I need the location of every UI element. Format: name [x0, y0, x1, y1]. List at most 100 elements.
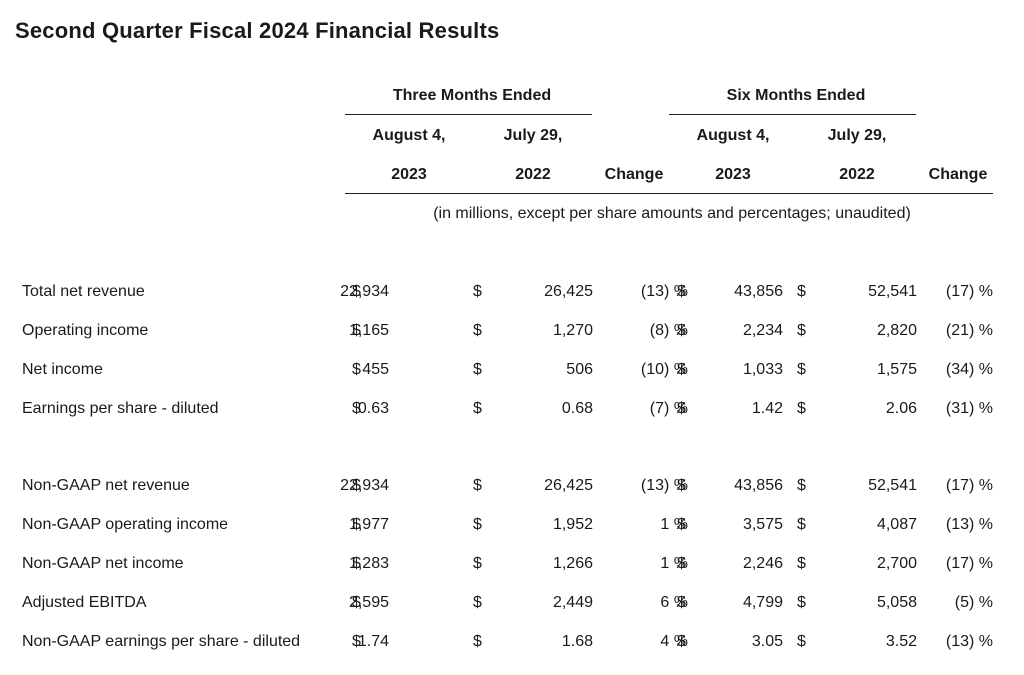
- cell-s-2022: 5,058: [876, 594, 917, 611]
- table-row: Adjusted EBITDA $ 2,595 $ 2,449 6 % $ 4,…: [0, 591, 1024, 615]
- table-row: Non-GAAP operating income $ 1,977 $ 1,95…: [0, 513, 1024, 537]
- table-row: Non-GAAP earnings per share - diluted $ …: [0, 630, 1024, 654]
- cell-s-change: (34) %: [945, 361, 993, 378]
- currency-symbol: $: [473, 283, 482, 300]
- cell-q-2023: 1.74: [357, 633, 389, 650]
- cell-s-2023: 43,856: [734, 283, 783, 300]
- row-label: Operating income: [22, 322, 149, 339]
- cell-s-change: (17) %: [945, 283, 993, 300]
- row-label: Non-GAAP net income: [22, 555, 184, 572]
- rule-three-months: [345, 114, 592, 115]
- cell-s-2023: 1.42: [751, 400, 783, 417]
- header-bottom-rule: [345, 193, 993, 194]
- cell-q-change: 6 %: [660, 594, 688, 611]
- cell-q-2023: 22,934: [340, 283, 389, 300]
- header-q-jul29: July 29,: [503, 127, 563, 144]
- cell-s-2023: 3,575: [742, 516, 783, 533]
- table-row: Operating income $ 1,165 $ 1,270 (8) % $…: [0, 319, 1024, 343]
- cell-s-change: (17) %: [945, 555, 993, 572]
- row-label: Non-GAAP earnings per share - diluted: [22, 633, 301, 650]
- currency-symbol: $: [352, 322, 361, 339]
- cell-q-change: 1 %: [660, 555, 688, 572]
- table-row: Total net revenue $ 22,934 $ 26,425 (13)…: [0, 280, 1024, 304]
- cell-q-change: (13) %: [640, 477, 688, 494]
- currency-symbol: $: [677, 555, 686, 572]
- currency-symbol: $: [473, 516, 482, 533]
- currency-symbol: $: [352, 594, 361, 611]
- cell-s-change: (13) %: [945, 633, 993, 650]
- cell-s-2022: 2,820: [876, 322, 917, 339]
- currency-symbol: $: [352, 361, 361, 378]
- cell-s-2022: 2.06: [885, 400, 917, 417]
- cell-s-2023: 2,246: [742, 555, 783, 572]
- currency-symbol: $: [473, 361, 482, 378]
- currency-symbol: $: [473, 594, 482, 611]
- cell-q-2023: 22,934: [340, 477, 389, 494]
- currency-symbol: $: [473, 322, 482, 339]
- row-label: Earnings per share - diluted: [22, 400, 219, 417]
- cell-q-2023: 455: [362, 361, 389, 378]
- currency-symbol: $: [797, 361, 806, 378]
- cell-s-change: (5) %: [954, 594, 993, 611]
- units-note: (in millions, except per share amounts a…: [433, 205, 911, 222]
- cell-q-2022: 1,952: [552, 516, 593, 533]
- currency-symbol: $: [797, 633, 806, 650]
- currency-symbol: $: [797, 283, 806, 300]
- header-s-aug4: August 4,: [696, 127, 770, 144]
- cell-q-2023: 1,977: [348, 516, 389, 533]
- cell-q-2022: 1,270: [552, 322, 593, 339]
- cell-s-2022: 52,541: [868, 283, 917, 300]
- header-s-change: Change: [928, 166, 988, 183]
- header-s-2023: 2023: [715, 166, 751, 183]
- table-row: Non-GAAP net income $ 1,283 $ 1,266 1 % …: [0, 552, 1024, 576]
- cell-s-change: (13) %: [945, 516, 993, 533]
- currency-symbol: $: [352, 283, 361, 300]
- currency-symbol: $: [797, 477, 806, 494]
- header-q-aug4: August 4,: [372, 127, 446, 144]
- currency-symbol: $: [352, 516, 361, 533]
- currency-symbol: $: [473, 477, 482, 494]
- cell-q-2022: 26,425: [544, 283, 593, 300]
- cell-q-change: 4 %: [660, 633, 688, 650]
- currency-symbol: $: [677, 283, 686, 300]
- cell-q-2022: 1.68: [561, 633, 593, 650]
- cell-q-change: (13) %: [640, 283, 688, 300]
- table-row: Non-GAAP net revenue $ 22,934 $ 26,425 (…: [0, 474, 1024, 498]
- header-q-2022: 2022: [515, 166, 551, 183]
- cell-q-2023: 1,283: [348, 555, 389, 572]
- rule-six-months: [669, 114, 916, 115]
- currency-symbol: $: [797, 400, 806, 417]
- row-label: Total net revenue: [22, 283, 145, 300]
- cell-s-2023: 1,033: [742, 361, 783, 378]
- cell-q-change: (10) %: [640, 361, 688, 378]
- cell-s-change: (31) %: [945, 400, 993, 417]
- cell-s-2022: 1,575: [876, 361, 917, 378]
- header-q-2023: 2023: [391, 166, 427, 183]
- currency-symbol: $: [797, 594, 806, 611]
- cell-q-2022: 26,425: [544, 477, 593, 494]
- cell-q-change: (8) %: [649, 322, 688, 339]
- table-row: Earnings per share - diluted $ 0.63 $ 0.…: [0, 397, 1024, 421]
- cell-s-2022: 3.52: [885, 633, 917, 650]
- header-s-jul29: July 29,: [827, 127, 887, 144]
- cell-q-2022: 1,266: [552, 555, 593, 572]
- currency-symbol: $: [352, 633, 361, 650]
- cell-s-2023: 43,856: [734, 477, 783, 494]
- currency-symbol: $: [797, 322, 806, 339]
- row-label: Non-GAAP net revenue: [22, 477, 190, 494]
- currency-symbol: $: [677, 361, 686, 378]
- cell-s-2023: 2,234: [742, 322, 783, 339]
- currency-symbol: $: [473, 555, 482, 572]
- cell-q-change: (7) %: [649, 400, 688, 417]
- row-label: Net income: [22, 361, 103, 378]
- currency-symbol: $: [473, 633, 482, 650]
- cell-s-2022: 52,541: [868, 477, 917, 494]
- currency-symbol: $: [677, 477, 686, 494]
- cell-s-change: (17) %: [945, 477, 993, 494]
- row-label: Non-GAAP operating income: [22, 516, 229, 533]
- cell-q-2023: 0.63: [357, 400, 389, 417]
- currency-symbol: $: [352, 400, 361, 417]
- page-title: Second Quarter Fiscal 2024 Financial Res…: [15, 18, 500, 43]
- row-label: Adjusted EBITDA: [22, 594, 147, 611]
- header-q-change: Change: [604, 166, 664, 183]
